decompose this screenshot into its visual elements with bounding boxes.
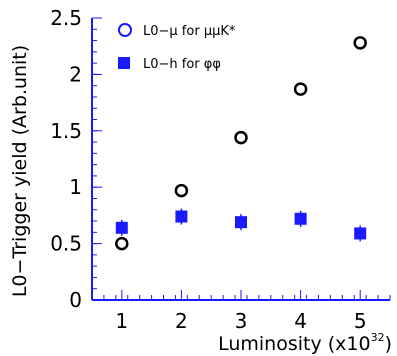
legend: L0−μ for μμK* L0−h for φφ bbox=[118, 23, 236, 72]
x-tick-label: 3 bbox=[235, 309, 248, 333]
y-tick-label: 0 bbox=[69, 288, 82, 312]
series-2-point bbox=[235, 216, 247, 229]
y-tick-label: 2 bbox=[69, 62, 82, 86]
y-tick-label: 1 bbox=[69, 175, 82, 199]
legend-label-series-2: L0−h for φφ bbox=[143, 57, 221, 72]
series-2-point bbox=[115, 221, 128, 234]
x-tick-label: 5 bbox=[354, 309, 367, 333]
data-marks bbox=[115, 36, 367, 251]
series-1-point bbox=[115, 236, 129, 251]
legend-label-series-1: L0−μ for μμK* bbox=[143, 24, 236, 39]
series-2-point bbox=[294, 212, 307, 225]
plot-frame bbox=[91, 18, 390, 301]
legend-marker-series-1 bbox=[118, 23, 132, 37]
legend-marker-series-2 bbox=[118, 57, 130, 69]
x-tick-label: 4 bbox=[294, 309, 307, 333]
series-2-point bbox=[175, 210, 188, 223]
y-tick-label: 0.5 bbox=[50, 232, 82, 256]
series-1-point bbox=[174, 183, 189, 198]
series-1-point bbox=[234, 130, 248, 145]
x-axis-title-main: Luminosity (x10 bbox=[218, 333, 371, 355]
x-axis-title-suffix: ) bbox=[385, 333, 392, 355]
x-axis-title: Luminosity (x1032) bbox=[218, 331, 392, 355]
series-1-point bbox=[353, 36, 367, 50]
y-tick-label: 1.5 bbox=[50, 119, 82, 143]
y-tick-label: 2.5 bbox=[50, 6, 82, 30]
x-tick-label: 1 bbox=[115, 309, 128, 333]
series-1-point bbox=[293, 82, 308, 96]
series-2-point bbox=[354, 227, 367, 240]
axis-ticks: 1 2 3 4 5 0 0.5 1 1.5 2 2.5 bbox=[50, 6, 391, 333]
y-axis-title: L0−Trigger yield (Arb.unit) bbox=[9, 45, 31, 297]
x-axis-title-exponent: 32 bbox=[371, 331, 385, 344]
x-tick-label: 2 bbox=[175, 309, 188, 333]
